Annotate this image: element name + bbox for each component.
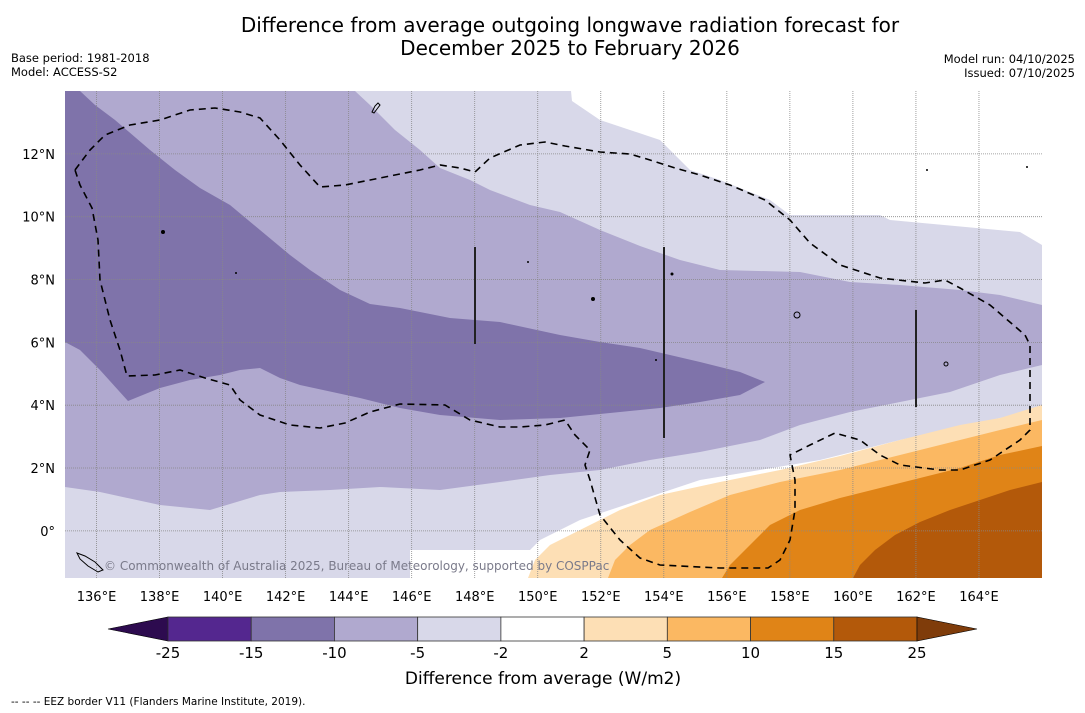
- colorbar-extend-low: [107, 616, 169, 642]
- colorbar-tick-label: 25: [907, 644, 927, 662]
- x-tick-label: 142°E: [266, 590, 306, 605]
- x-tick-label: 146°E: [392, 590, 432, 605]
- island-dot-5: [926, 169, 928, 171]
- x-tick-label: 144°E: [329, 590, 369, 605]
- region-15-25: [853, 482, 1042, 578]
- island-chuuk: [591, 297, 595, 301]
- colorbar-segment: [750, 616, 835, 642]
- island-dot-4: [655, 359, 657, 361]
- island-dot-6: [1026, 166, 1028, 168]
- model-name: Model: ACCESS-S2: [11, 65, 118, 79]
- colorbar-tick-label: 10: [741, 644, 761, 662]
- island-dot-2: [527, 261, 529, 263]
- y-axis-tick-labels: 0° 2°N 4°N 6°N 8°N 10°N 12°N: [22, 148, 55, 540]
- colorbar-tick-label: -2: [493, 644, 509, 662]
- map-plot-area: [65, 91, 1042, 578]
- colorbar-segment: [167, 616, 252, 642]
- x-tick-label: 154°E: [644, 590, 684, 605]
- colorbar-tick-label: -15: [238, 644, 264, 662]
- colorbar-tick-label: -25: [155, 644, 181, 662]
- x-tick-label: 136°E: [77, 590, 117, 605]
- island-solomon: [75, 552, 104, 573]
- meta-right: Model run: 04/10/2025 Issued: 07/10/2025: [944, 52, 1075, 80]
- title-line-2: December 2025 to February 2026: [400, 36, 740, 60]
- y-tick-label: 2°N: [31, 462, 56, 477]
- x-tick-label: 140°E: [203, 590, 243, 605]
- island-guam: [371, 102, 381, 114]
- x-tick-label: 160°E: [833, 590, 873, 605]
- colorbar-tick-label: 5: [662, 644, 673, 662]
- base-period: Base period: 1981-2018: [11, 51, 150, 65]
- eez-footnote: -- -- -- EEZ border V11 (Flanders Marine…: [11, 696, 306, 708]
- colorbar-segment: [250, 616, 335, 642]
- eez-border-west: [74, 107, 1031, 569]
- issued-date: Issued: 07/10/2025: [964, 66, 1075, 80]
- colorbar-tick-label: -5: [410, 644, 426, 662]
- y-tick-label: 6°N: [31, 336, 56, 351]
- x-tick-label: 162°E: [896, 590, 936, 605]
- island-yap: [161, 230, 165, 234]
- island-kosrae: [943, 361, 949, 367]
- colorbar-segment: [417, 616, 502, 642]
- colorbar-segment: [500, 616, 585, 642]
- x-tick-label: 150°E: [518, 590, 558, 605]
- island-dot-3: [670, 272, 674, 276]
- y-tick-label: 10°N: [22, 211, 55, 226]
- graticule: [65, 91, 1042, 578]
- colorbar-extend-high: [916, 616, 978, 642]
- copyright-notice: © Commonwealth of Australia 2025, Bureau…: [104, 559, 610, 573]
- colorbar: [107, 616, 978, 642]
- y-tick-label: 8°N: [31, 274, 56, 289]
- model-run: Model run: 04/10/2025: [943, 52, 1075, 66]
- colorbar-segment: [334, 616, 419, 642]
- chart-title: Difference from average outgoing longwav…: [0, 14, 1085, 60]
- y-tick-label: 12°N: [22, 148, 55, 163]
- x-tick-label: 164°E: [959, 590, 999, 605]
- x-tick-label: 138°E: [140, 590, 180, 605]
- colorbar-segment: [833, 616, 918, 642]
- colorbar-segment: [666, 616, 751, 642]
- meta-left: Base period: 1981-2018 Model: ACCESS-S2: [11, 51, 150, 79]
- colorbar-tick-label: -10: [322, 644, 347, 662]
- x-tick-label: 148°E: [455, 590, 495, 605]
- y-tick-label: 4°N: [31, 399, 56, 414]
- title-line-1: Difference from average outgoing longwav…: [240, 13, 900, 37]
- x-tick-label: 158°E: [770, 590, 810, 605]
- region-minus15-minus10: [65, 91, 765, 420]
- colorbar-segment: [583, 616, 668, 642]
- colorbar-title: Difference from average (W/m2): [404, 669, 682, 689]
- x-tick-label: 152°E: [581, 590, 621, 605]
- island-pohnpei: [793, 311, 801, 319]
- island-dot-1: [235, 272, 237, 274]
- colorbar-tick-label: 15: [824, 644, 844, 662]
- x-axis-tick-labels: 136°E 138°E 140°E 142°E 144°E 146°E 148°E 150°E…: [77, 590, 999, 605]
- colorbar-tick-label: 2: [579, 644, 589, 662]
- x-tick-label: 156°E: [707, 590, 747, 605]
- y-tick-label: 0°: [40, 525, 55, 540]
